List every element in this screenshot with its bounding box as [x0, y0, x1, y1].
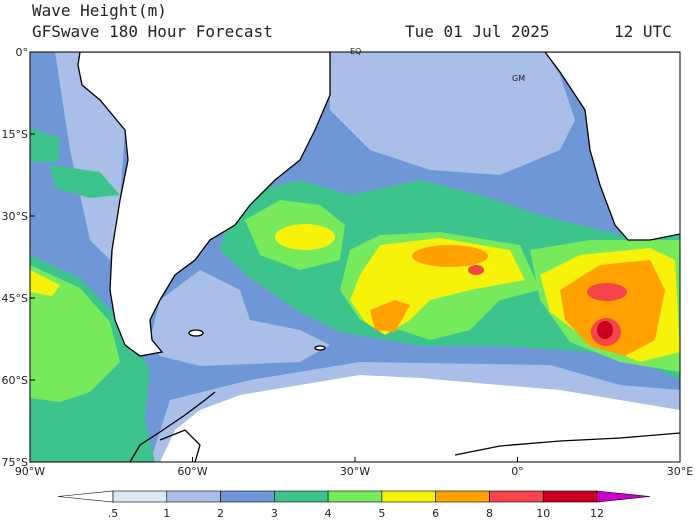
wave-region [30, 128, 60, 162]
island [314, 345, 326, 351]
colorbar-label: 10 [536, 507, 550, 520]
africa [544, 52, 680, 241]
subtitle: GFSwave 180 Hour Forecast [32, 22, 273, 41]
colorbar-segment [166, 490, 221, 503]
colorbar-label: 6 [432, 507, 439, 520]
wave-region [587, 283, 627, 301]
colorbar-label: 8 [486, 507, 493, 520]
wave-region [275, 224, 335, 250]
colorbar: .5 1 2 3 4 5 6 8 10 12 [57, 490, 651, 520]
lon-label: 30°E [667, 465, 693, 478]
colorbar-segment [435, 490, 490, 503]
wave-region [30, 270, 60, 296]
lat-label: 60°S [2, 374, 28, 387]
wave-region [330, 52, 575, 175]
wave-region [50, 165, 120, 198]
map-annotation: GM [512, 74, 525, 83]
wave-region [370, 300, 410, 332]
lat-label: 30°S [2, 210, 28, 223]
south-america [77, 52, 331, 357]
coastline [129, 391, 680, 462]
colorbar-segment [327, 490, 383, 503]
colorbar-segment [57, 490, 114, 503]
colorbar-segment [489, 490, 544, 503]
time: 12 UTC [614, 22, 672, 41]
title: Wave Height(m) [32, 1, 167, 20]
lat-label: 0° [16, 46, 29, 59]
colorbar-segment [220, 490, 275, 503]
lon-label: 30°W [340, 465, 370, 478]
axes: 0° 15°S 30°S 45°S 60°S 75°S90°W 60°W 30°W 0° 30°E [2, 46, 694, 478]
colorbar-label: 3 [271, 507, 278, 520]
map [30, 52, 680, 462]
colorbar-label: 5 [378, 507, 385, 520]
wave-region [55, 52, 125, 260]
colorbar-label: 2 [217, 507, 224, 520]
map-annotation: EQ [350, 47, 361, 56]
date: Tue 01 Jul 2025 [405, 22, 550, 41]
lon-label: 90°W [15, 465, 45, 478]
wave-region [468, 265, 484, 275]
wave-region [597, 321, 613, 339]
antarctica [160, 375, 680, 462]
colorbar-segment [274, 490, 329, 503]
wave-region [150, 270, 330, 366]
lon-label: 0° [511, 465, 524, 478]
lon-label: 60°W [177, 465, 207, 478]
wave-region [560, 260, 665, 356]
colorbar-label: 12 [590, 507, 604, 520]
colorbar-segment [112, 490, 168, 503]
wave-region [412, 245, 488, 267]
lat-label: 15°S [2, 128, 28, 141]
lat-label: 75°S [2, 456, 28, 469]
wave-region [30, 265, 120, 402]
colorbar-label: .5 [108, 507, 119, 520]
colorbar-label: 4 [325, 507, 332, 520]
colorbar-label: 1 [163, 507, 170, 520]
colorbar-segment [381, 490, 436, 503]
island [188, 329, 204, 337]
lat-label: 45°S [2, 292, 28, 305]
colorbar-segment [596, 490, 651, 503]
colorbar-segment [542, 490, 598, 503]
